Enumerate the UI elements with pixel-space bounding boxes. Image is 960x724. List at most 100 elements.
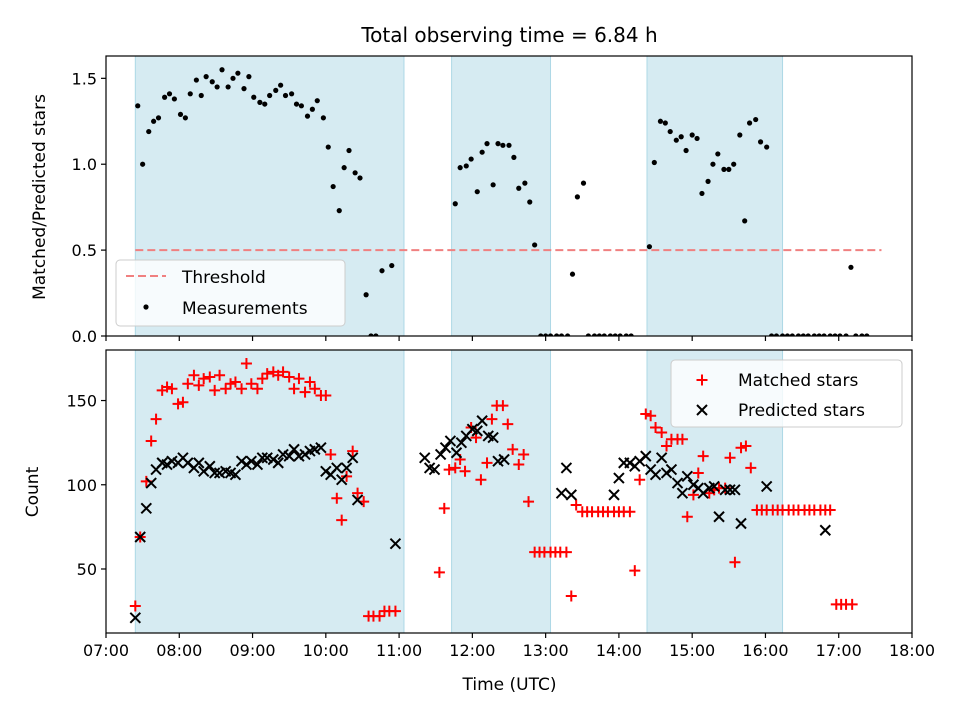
matched-stars-point bbox=[374, 610, 386, 622]
predicted-stars-point bbox=[208, 467, 221, 479]
predicted-stars-point bbox=[331, 462, 343, 474]
measurement-point bbox=[646, 244, 653, 250]
measurement-point bbox=[596, 333, 602, 336]
measurement-point bbox=[293, 101, 300, 107]
bottom-y-tick-label: 50 bbox=[77, 560, 97, 579]
predicted-stars-point bbox=[624, 457, 636, 469]
predicted-stars-point bbox=[439, 441, 452, 454]
measurement-point bbox=[864, 333, 870, 336]
measurement-point bbox=[363, 292, 369, 298]
measurement-point bbox=[699, 190, 705, 197]
measurement-point bbox=[580, 180, 587, 186]
measurement-point bbox=[784, 333, 791, 336]
matched-stars-point bbox=[182, 378, 194, 390]
x-tick-label: 16:00 bbox=[742, 641, 788, 660]
matched-stars-point bbox=[481, 457, 493, 469]
predicted-stars-point bbox=[560, 462, 573, 474]
matched-stars-point bbox=[198, 373, 210, 385]
legend-measurements-label: Measurements bbox=[182, 299, 308, 319]
predicted-stars-point bbox=[389, 538, 402, 550]
matched-stars-point bbox=[347, 445, 359, 457]
matched-stars-point bbox=[745, 462, 757, 474]
legend-threshold-label: Threshold bbox=[181, 268, 266, 288]
matched-stars-point bbox=[277, 366, 289, 378]
measurement-point bbox=[773, 333, 780, 336]
x-tick-label: 14:00 bbox=[596, 641, 642, 660]
predicted-stars-point bbox=[735, 517, 747, 530]
measurement-point bbox=[601, 333, 607, 336]
measurement-point bbox=[182, 115, 188, 121]
measurement-point bbox=[843, 333, 849, 336]
predicted-stars-point bbox=[676, 487, 689, 499]
matched-stars-point bbox=[293, 373, 305, 385]
matched-stars-point bbox=[438, 502, 450, 514]
predicted-stars-point bbox=[346, 452, 359, 464]
measurement-point bbox=[816, 333, 822, 336]
predicted-stars-point bbox=[719, 484, 731, 496]
measurement-point bbox=[225, 84, 231, 90]
predicted-stars-point bbox=[681, 470, 694, 483]
predicted-stars-point bbox=[729, 484, 741, 496]
predicted-stars-point bbox=[204, 460, 216, 472]
measurement-point bbox=[612, 333, 618, 336]
predicted-stars-point bbox=[335, 474, 348, 486]
matched-stars-point bbox=[309, 383, 321, 395]
measurement-point bbox=[267, 92, 273, 99]
predicted-stars-point bbox=[434, 448, 447, 461]
matched-stars-point bbox=[624, 506, 636, 518]
predicted-stars-point bbox=[649, 468, 662, 481]
predicted-stars-point bbox=[428, 463, 441, 476]
legend-matched-swatch bbox=[696, 374, 708, 386]
top-plot-frame bbox=[105, 55, 913, 337]
measurement-point bbox=[607, 333, 613, 336]
measurement-point bbox=[731, 161, 737, 167]
matched-stars-point bbox=[283, 371, 295, 383]
matched-stars-point bbox=[846, 598, 858, 610]
predicted-stars-point bbox=[129, 612, 142, 624]
predicted-stars-point bbox=[134, 531, 146, 543]
predicted-stars-point bbox=[760, 480, 773, 493]
measurement-point bbox=[667, 128, 673, 135]
top-legend-box bbox=[115, 259, 346, 327]
measurement-point bbox=[246, 74, 252, 80]
bottom-observing-window-1 bbox=[451, 350, 551, 633]
matched-stars-point bbox=[565, 590, 577, 602]
measurement-point bbox=[135, 103, 141, 109]
x-tick-label: 18:00 bbox=[889, 641, 935, 660]
matched-stars-point bbox=[687, 489, 699, 501]
x-tick-label: 10:00 bbox=[303, 641, 349, 660]
x-tick-label: 08:00 bbox=[156, 641, 202, 660]
matched-stars-point bbox=[331, 492, 343, 504]
measurement-point bbox=[203, 74, 209, 80]
matched-stars-point bbox=[629, 565, 641, 577]
measurement-point bbox=[715, 151, 721, 157]
measurement-point bbox=[479, 149, 485, 155]
measurement-point bbox=[341, 165, 347, 171]
matched-stars-point bbox=[475, 474, 487, 486]
measurement-point bbox=[859, 333, 865, 336]
bottom-y-tick-label: 100 bbox=[66, 476, 97, 495]
measurement-point bbox=[162, 94, 168, 100]
matched-stars-point bbox=[172, 398, 184, 410]
predicted-stars-point bbox=[613, 472, 625, 484]
measurement-point bbox=[219, 67, 225, 73]
measurement-point bbox=[166, 91, 173, 97]
predicted-stars-point bbox=[419, 452, 431, 464]
x-tick-label: 13:00 bbox=[523, 641, 569, 660]
measurement-point bbox=[617, 333, 623, 336]
measurement-point bbox=[678, 134, 684, 140]
matched-stars-point bbox=[325, 448, 337, 460]
measurement-point bbox=[538, 333, 544, 336]
measurement-point bbox=[298, 103, 304, 109]
legend-predicted-label: Predicted stars bbox=[738, 401, 865, 421]
matched-stars-point bbox=[560, 546, 572, 558]
measurement-point bbox=[320, 115, 326, 121]
matched-stars-point bbox=[193, 379, 205, 391]
measurement-point bbox=[800, 333, 806, 336]
predicted-stars-point bbox=[288, 443, 300, 456]
measurement-point bbox=[187, 91, 193, 97]
measurement-point bbox=[262, 101, 268, 107]
predicted-stars-point bbox=[471, 425, 483, 437]
bottom-y-axis-label: Count bbox=[23, 466, 43, 517]
measurement-point bbox=[516, 185, 522, 191]
